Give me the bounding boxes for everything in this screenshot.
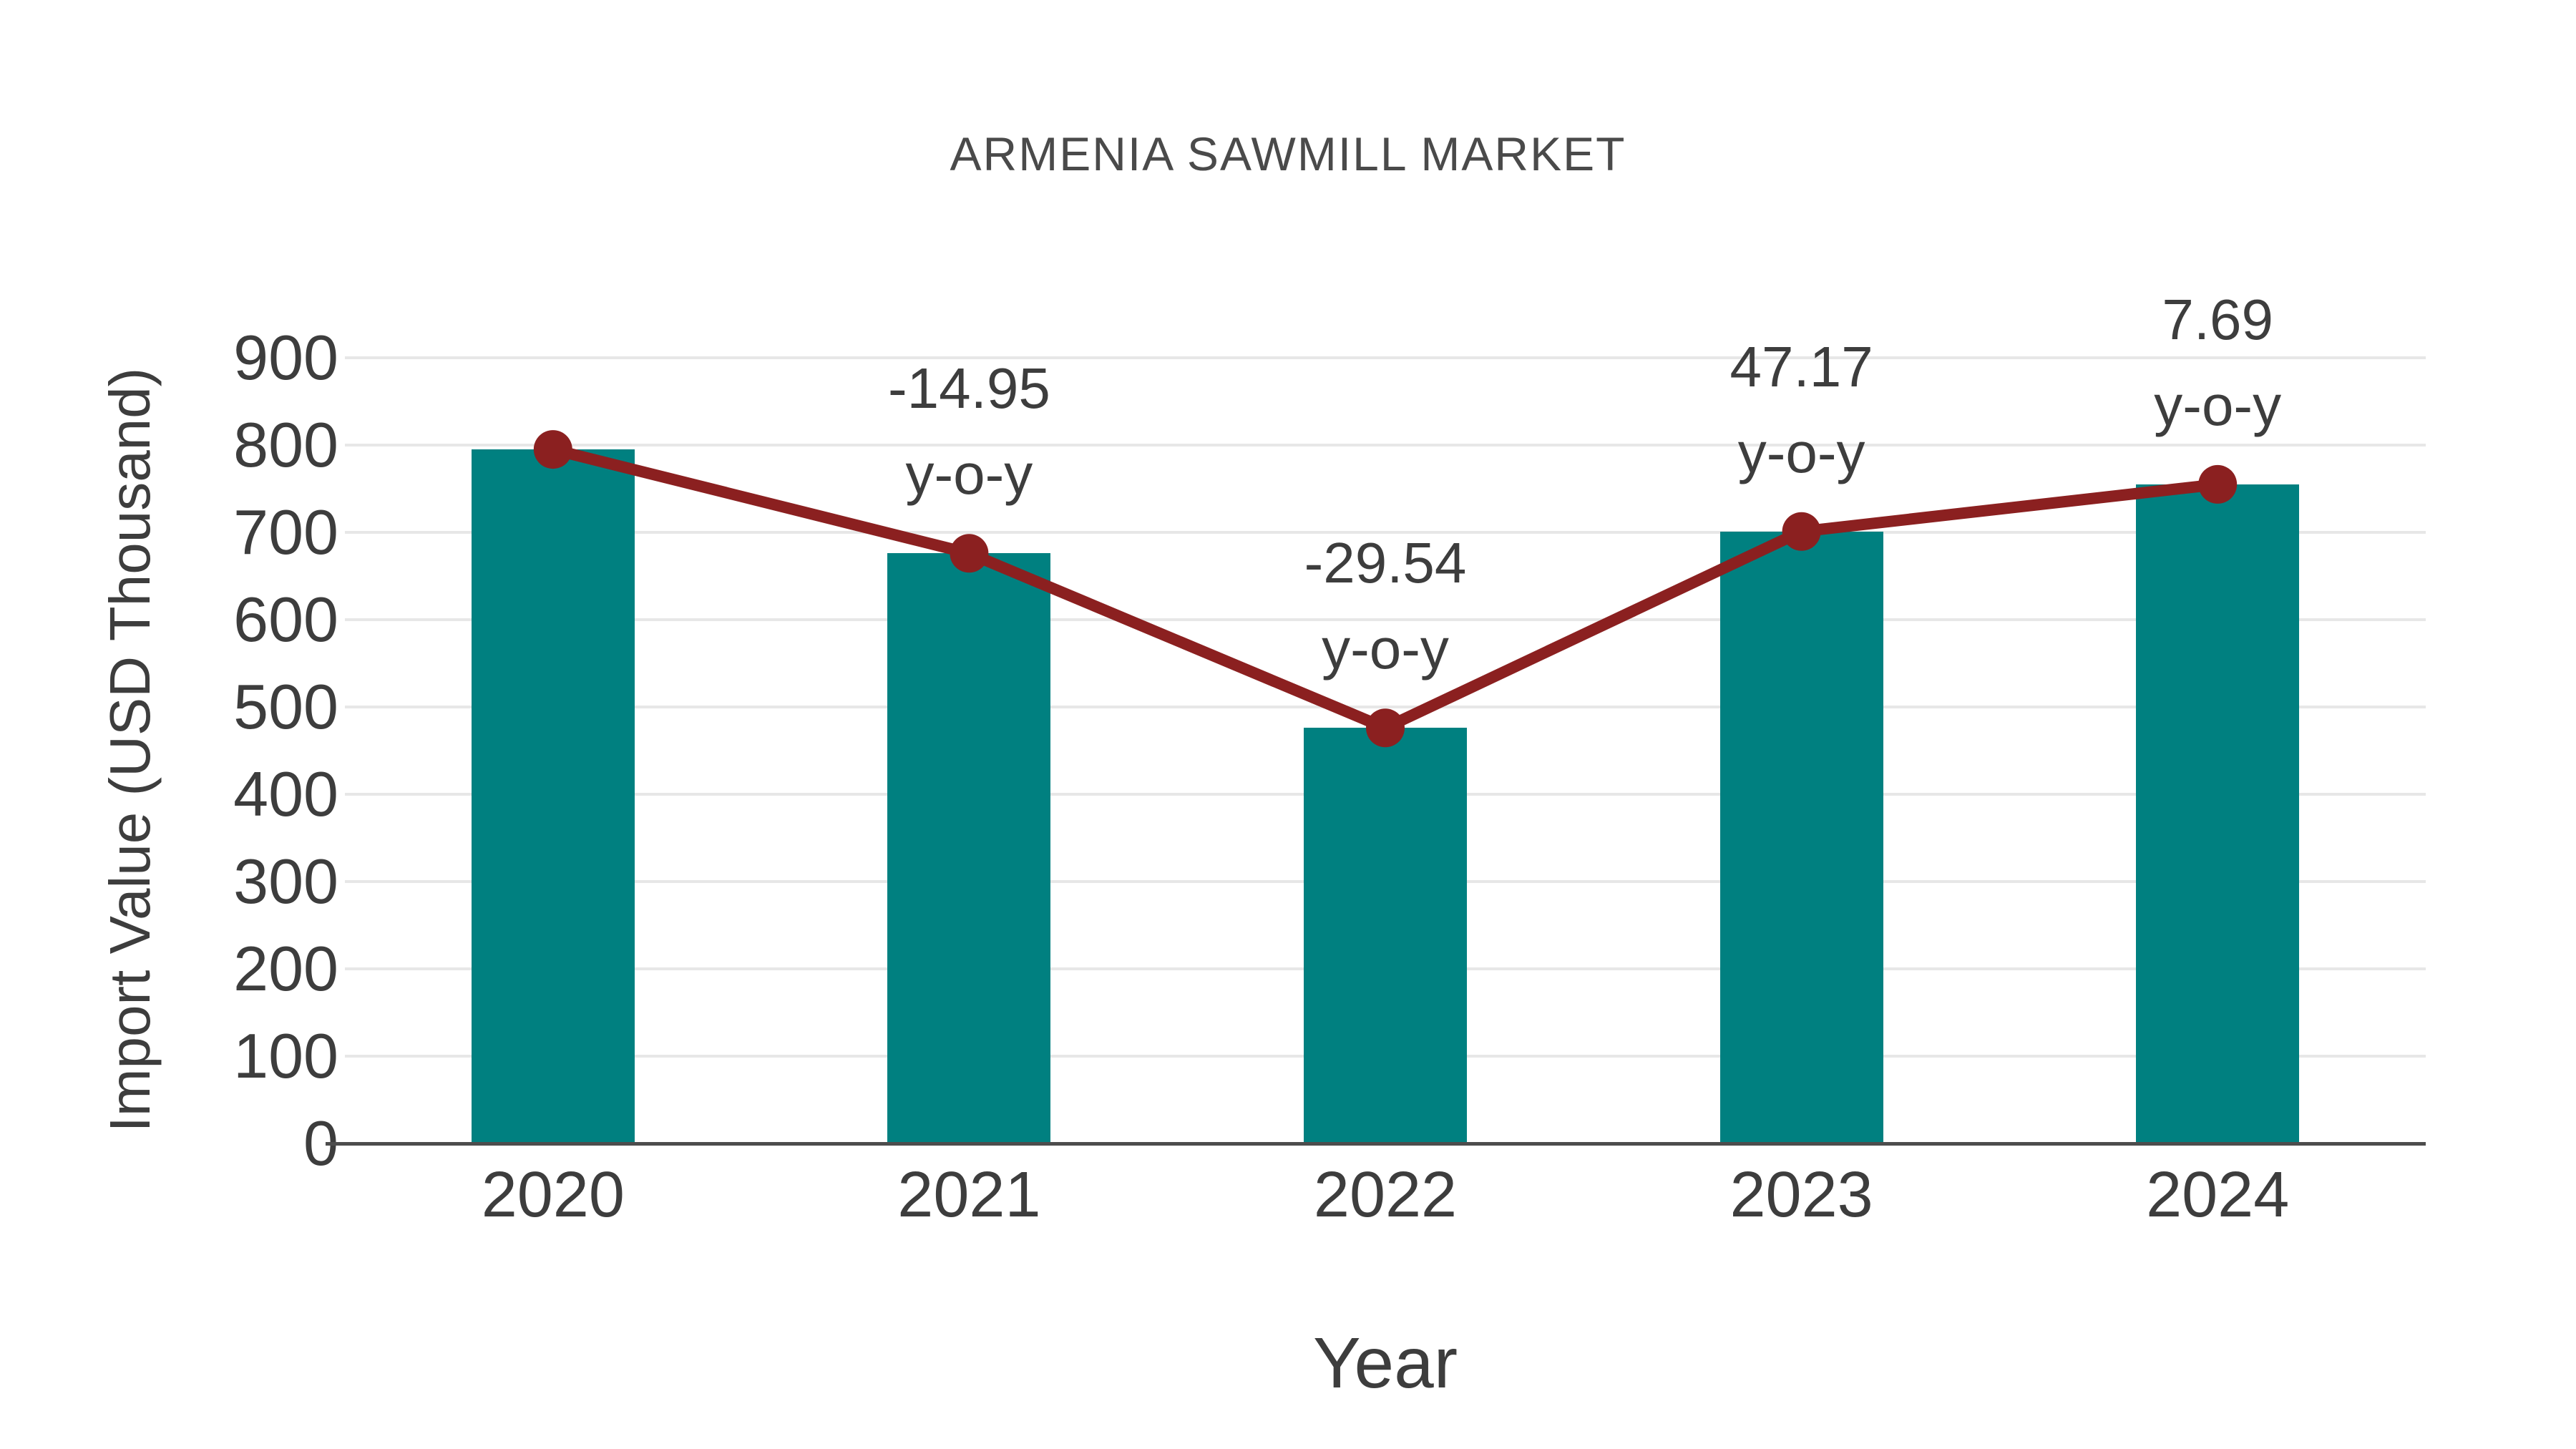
x-tick-label-2020: 2020	[481, 1159, 625, 1231]
annotation-2022: -29.54 y-o-y	[1135, 520, 1636, 692]
bar-2023	[1719, 531, 1883, 1143]
annotation-value: 7.69	[2162, 287, 2274, 351]
annotation-value: 47.17	[1729, 334, 1873, 399]
annotation-suffix: y-o-y	[1322, 617, 1449, 681]
bar-2021	[887, 553, 1051, 1143]
y-tick-label-600: 600	[233, 584, 338, 655]
bar-2020	[471, 449, 635, 1143]
bar-2024	[2136, 484, 2300, 1143]
bar-2022	[1304, 728, 1467, 1143]
annotation-2021: -14.95 y-o-y	[718, 346, 1219, 517]
annotation-suffix: y-o-y	[1737, 420, 1865, 484]
x-tick-label-2023: 2023	[1729, 1159, 1873, 1231]
annotation-value: -29.54	[1304, 531, 1467, 595]
y-tick-label-300: 300	[233, 846, 338, 917]
annotation-suffix: y-o-y	[905, 442, 1033, 507]
y-tick-label-700: 700	[233, 497, 338, 567]
gridline-900	[345, 356, 2426, 359]
y-tick-label-900: 900	[233, 322, 338, 393]
y-axis-title: Import Value (USD Thousand)	[98, 367, 162, 1133]
y-tick-label-500: 500	[233, 671, 338, 742]
x-axis-line	[326, 1142, 2426, 1146]
annotation-suffix: y-o-y	[2154, 373, 2282, 437]
annotation-2024: 7.69 y-o-y	[1967, 277, 2468, 449]
y-tick-label-0: 0	[303, 1108, 338, 1179]
chart-title: ARMENIA SAWMILL MARKET	[950, 127, 1626, 180]
x-tick-label-2021: 2021	[897, 1159, 1041, 1231]
y-tick-label-800: 800	[233, 409, 338, 480]
annotation-2023: 47.17 y-o-y	[1551, 324, 2052, 496]
annotation-value: -14.95	[887, 356, 1050, 421]
x-axis-title: Year	[1312, 1323, 1458, 1403]
y-tick-label-400: 400	[233, 758, 338, 829]
y-tick-label-100: 100	[233, 1020, 338, 1091]
gridline-500	[345, 706, 2426, 708]
x-tick-label-2022: 2022	[1313, 1159, 1458, 1231]
x-tick-label-2024: 2024	[2146, 1159, 2290, 1231]
y-tick-label-200: 200	[233, 933, 338, 1004]
